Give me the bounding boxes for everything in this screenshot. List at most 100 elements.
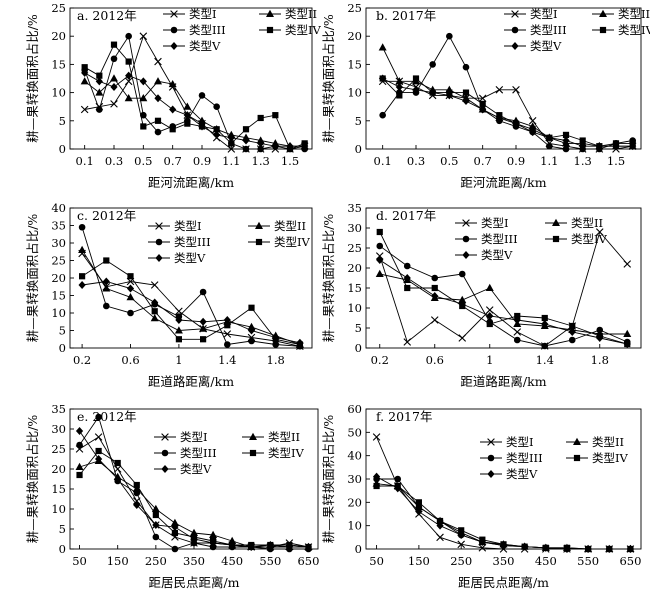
legend-marker (573, 437, 581, 445)
y-tick-label: 25 (51, 442, 66, 456)
data-point (78, 223, 86, 231)
x-tick-label: 650 (297, 554, 319, 568)
series-line (81, 227, 300, 347)
legend-label: 类型IV (571, 232, 608, 246)
data-point (81, 68, 89, 77)
data-point (375, 269, 384, 277)
x-axis-label: 距道路距离/km (460, 374, 546, 389)
data-point (125, 58, 132, 65)
y-axis-label: 耕—果转换面积占比/% (321, 214, 336, 343)
data-point (430, 316, 439, 324)
data-point (415, 507, 423, 516)
legend-marker (249, 432, 257, 440)
legend-marker (552, 218, 560, 226)
data-point (394, 484, 402, 493)
data-point (174, 326, 183, 334)
data-point (110, 82, 118, 91)
x-tick-label: 0.2 (73, 353, 91, 367)
data-point (513, 316, 521, 324)
panel-4: 0 5 10 15 20 25 30 35 0.2 0.6 1 1.4 1.8 距道路距离/km 耕—果转换… (321, 201, 642, 389)
data-point (376, 256, 384, 264)
y-tick-label: 5 (59, 114, 66, 128)
data-point (247, 322, 256, 330)
data-point (110, 41, 118, 48)
legend-label: 类型IV (274, 235, 311, 249)
y-tick-label: 25 (347, 1, 362, 15)
series-line (81, 253, 300, 347)
data-point (257, 139, 265, 148)
data-point (373, 482, 380, 490)
x-tick-label: 1.1 (540, 154, 558, 168)
y-tick-label: 15 (51, 57, 66, 71)
data-point (462, 89, 470, 96)
data-point (436, 517, 444, 525)
data-point (140, 123, 147, 130)
series-line (379, 273, 628, 335)
data-point (199, 317, 207, 326)
y-tick-label: 15 (347, 281, 362, 295)
legend-marker (487, 454, 495, 462)
legend-label: 类型III (189, 23, 226, 37)
data-point (296, 338, 304, 347)
data-point (150, 314, 159, 322)
legend: 类型I 类型II 类型III 类型IV 类型V (504, 7, 650, 53)
legend-label: 类型I (180, 430, 208, 444)
data-point (198, 122, 206, 131)
x-tick-label: 1.5 (607, 154, 625, 168)
data-point (301, 142, 309, 151)
data-point (403, 274, 411, 282)
data-point (499, 541, 508, 550)
y-tick-label: 30 (51, 236, 66, 250)
data-point (272, 341, 280, 348)
y-tick-label: 20 (51, 29, 66, 43)
data-point (272, 112, 279, 119)
data-point (228, 140, 235, 147)
y-tick-label: 40 (51, 201, 66, 215)
data-point (257, 145, 264, 153)
x-tick-label: 0.3 (407, 154, 425, 168)
series-line (382, 78, 633, 147)
data-point (513, 328, 522, 336)
series-triangle (372, 479, 635, 552)
data-point (412, 85, 420, 94)
y-tick-label: 0 (59, 542, 66, 556)
data-point (257, 114, 264, 122)
data-point (403, 338, 412, 346)
x-tick-label: 50 (72, 554, 87, 568)
legend-label: 类型IV (268, 446, 305, 460)
series-line (376, 483, 631, 550)
legend-marker (487, 470, 495, 478)
x-tick-label: 1 (175, 353, 182, 367)
data-point (612, 142, 620, 151)
x-tick-label: 0.6 (121, 353, 139, 367)
series-square (376, 228, 631, 348)
data-point (458, 295, 467, 303)
data-point (478, 538, 486, 546)
legend-label: 类型III (481, 232, 518, 246)
data-point (457, 540, 465, 549)
x-tick-label: 0.9 (507, 154, 525, 168)
data-point (396, 92, 403, 99)
data-point (125, 71, 133, 80)
x-tick-label: 1.3 (574, 154, 592, 168)
legend-marker (266, 9, 274, 17)
legend-marker (255, 221, 263, 229)
y-tick-label: 20 (51, 462, 66, 476)
y-tick-label: 20 (347, 261, 362, 275)
data-point (486, 312, 494, 320)
data-point (183, 102, 192, 110)
data-point (198, 116, 206, 124)
data-point (478, 544, 487, 552)
data-point (95, 413, 102, 421)
data-point (78, 281, 86, 289)
x-tick-label: 1.1 (222, 154, 240, 168)
series-line (84, 35, 305, 150)
data-point (584, 545, 592, 553)
data-point (415, 499, 422, 506)
series-line (376, 485, 631, 550)
data-point (96, 106, 103, 113)
series-square (379, 75, 636, 150)
legend-label: 类型III (180, 446, 217, 460)
data-point (76, 471, 83, 479)
